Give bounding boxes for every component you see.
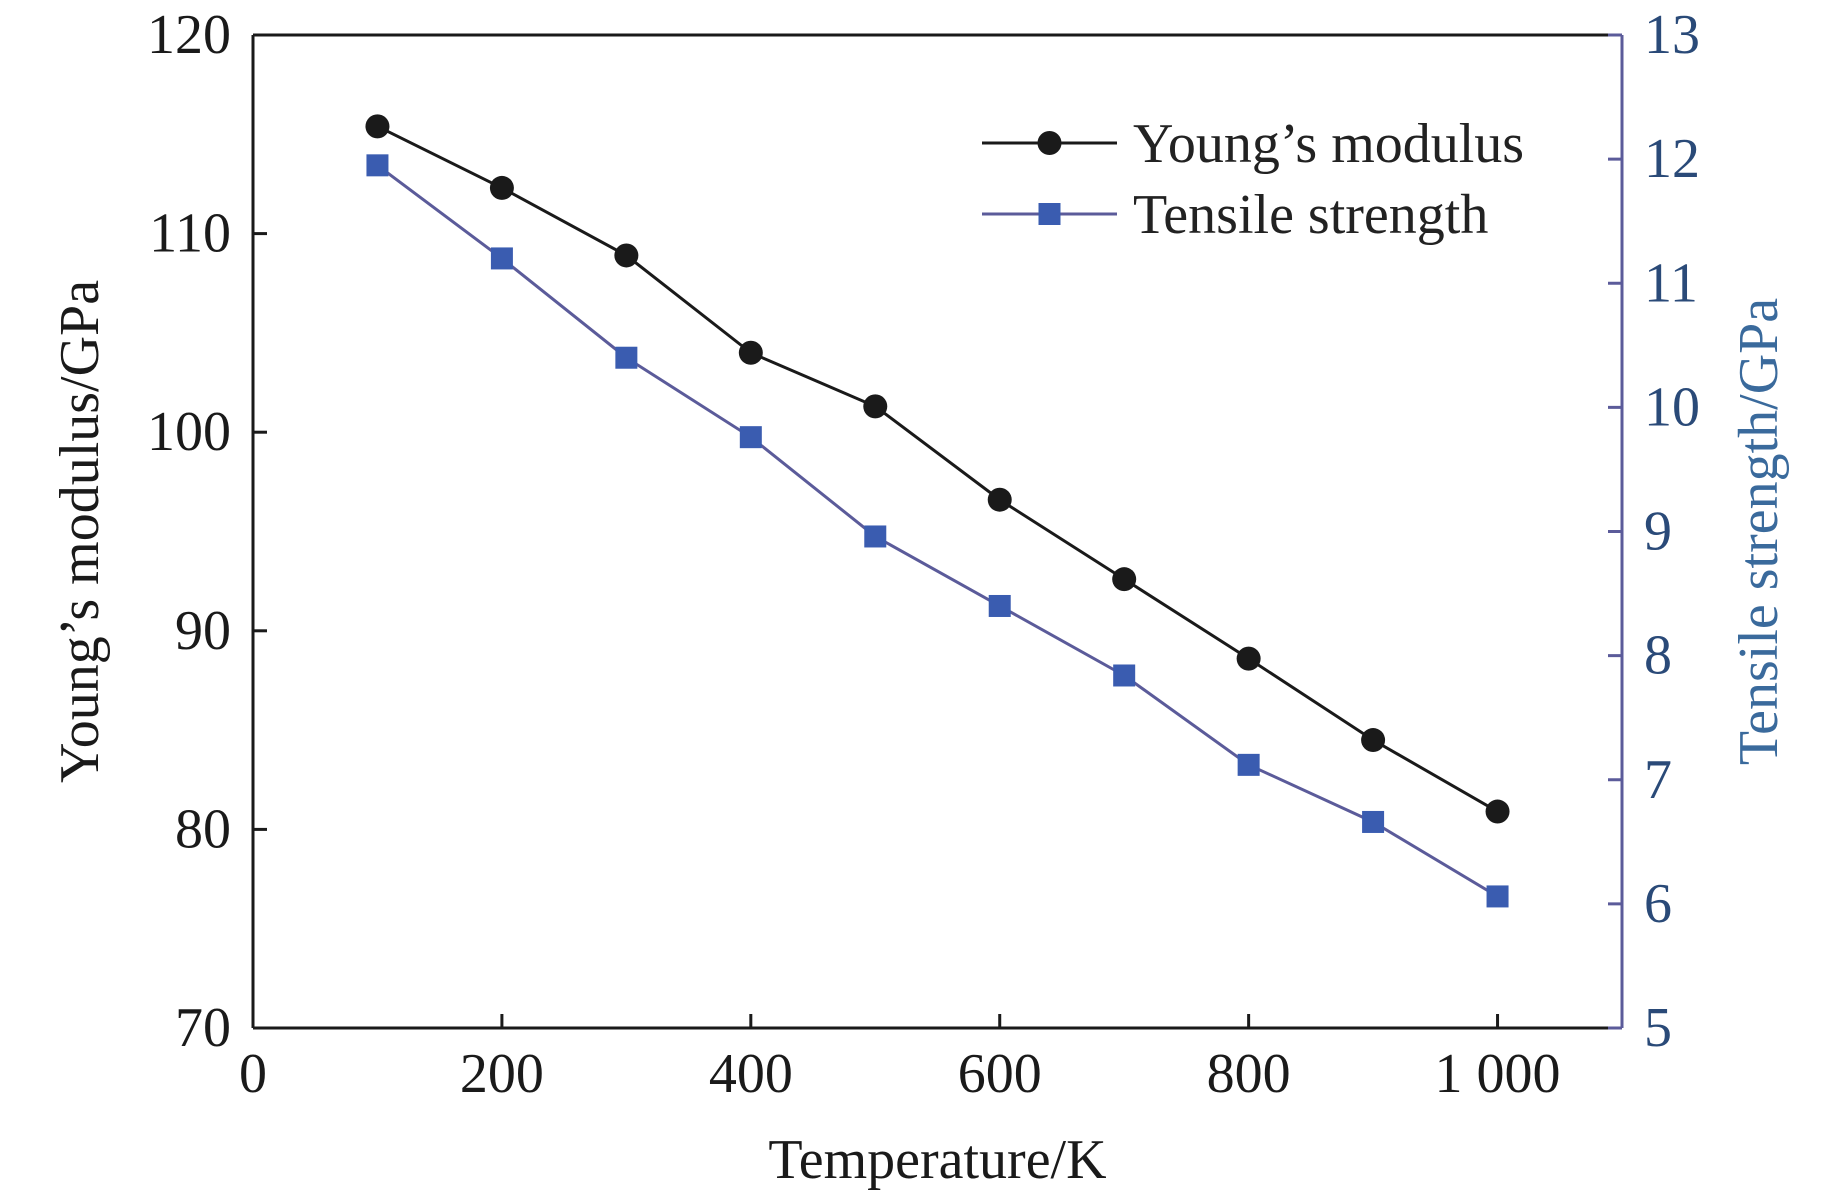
data-point-1: [738, 340, 763, 365]
y-tick-label: 110: [149, 203, 231, 265]
legend: Young’s modulus Tensile strength: [982, 113, 1524, 246]
legend-marker-1: [1037, 131, 1062, 155]
data-point-2: [864, 525, 887, 548]
data-point-2: [1486, 885, 1509, 908]
x-tick-label: 800: [1207, 1043, 1291, 1105]
y2-axis-title: Tensile strength/GPa: [1728, 298, 1790, 765]
y-tick-label: 70: [175, 997, 231, 1059]
data-point-1: [365, 114, 390, 139]
data-point-2: [490, 247, 513, 270]
data-point-2: [988, 594, 1011, 617]
legend-marker-2: [1038, 203, 1061, 225]
data-point-2: [739, 426, 762, 449]
data-point-1: [1236, 646, 1261, 671]
series-line-1: [376, 125, 1499, 813]
data-point-2: [1362, 810, 1385, 833]
y2-tick-label: 13: [1644, 4, 1700, 66]
data-point-2: [1113, 664, 1136, 687]
data-point-1: [614, 243, 639, 268]
y2-tick-label: 11: [1644, 252, 1698, 314]
data-point-1: [1361, 728, 1386, 753]
data-point-2: [366, 154, 389, 177]
data-point-1: [863, 394, 888, 419]
y2-tick-label: 9: [1644, 501, 1672, 563]
data-point-1: [489, 175, 514, 200]
legend-label-1: Young’s modulus: [1133, 113, 1524, 175]
data-point-1: [1112, 567, 1137, 592]
series-layer: [365, 114, 1510, 908]
data-point-2: [615, 346, 638, 369]
x-tick-label: 0: [239, 1043, 267, 1105]
y2-tick-label: 5: [1644, 997, 1672, 1059]
data-point-2: [1237, 753, 1260, 776]
y2-tick-label: 6: [1644, 873, 1672, 935]
y-tick-label: 80: [175, 798, 231, 860]
y-axis-title: Young’s modulus/GPa: [49, 280, 111, 783]
axes: 0 200 400 600 800 1 000 70 80 90 100 110 120 5 6 7 8 9 10…: [147, 4, 1700, 1105]
series-line-2: [376, 164, 1499, 898]
y-tick-label: 100: [147, 401, 231, 463]
y-tick-label: 120: [147, 4, 231, 66]
data-point-1: [987, 487, 1012, 512]
x-tick-label: 200: [460, 1043, 544, 1105]
x-tick-label: 400: [709, 1043, 793, 1105]
data-point-1: [1485, 799, 1510, 824]
x-tick-label: 600: [958, 1043, 1042, 1105]
legend-label-2: Tensile strength: [1133, 184, 1488, 246]
x-axis-title: Temperature/K: [768, 1129, 1106, 1191]
y2-tick-label: 12: [1644, 128, 1700, 190]
x-tick-label: 1 000: [1435, 1043, 1561, 1105]
y-tick-label: 90: [175, 600, 231, 662]
y2-tick-label: 10: [1644, 376, 1700, 438]
y2-tick-label: 8: [1644, 625, 1672, 687]
y2-tick-label: 7: [1644, 749, 1672, 811]
